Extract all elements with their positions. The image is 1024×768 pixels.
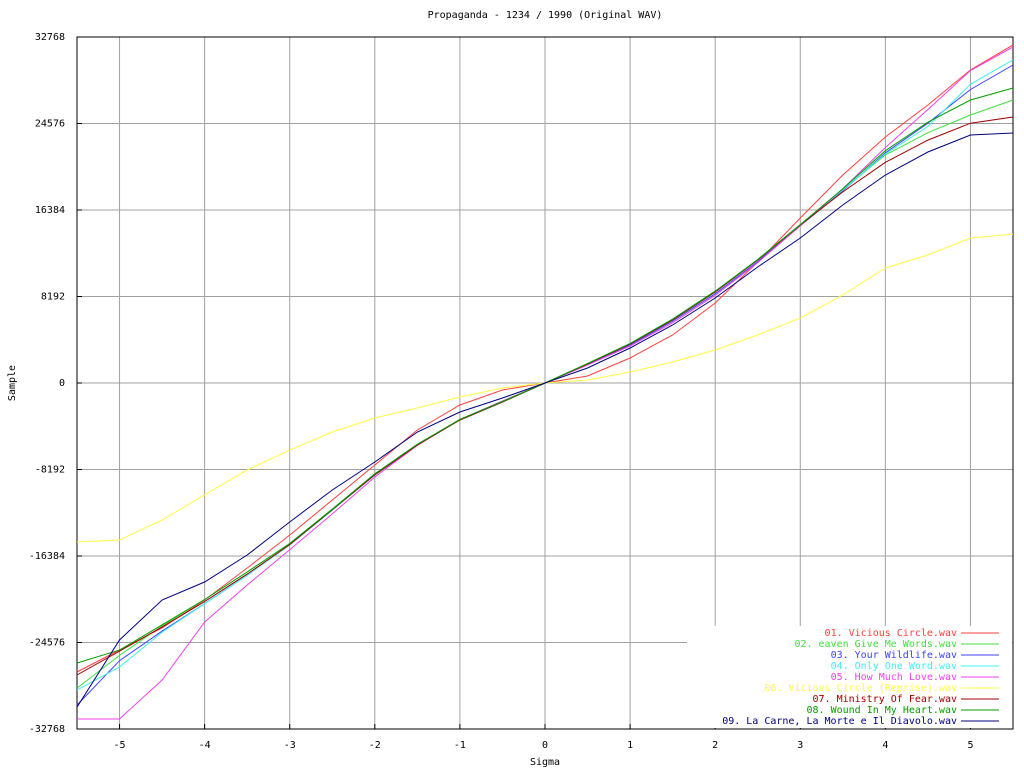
y-tick-label: -16384 <box>29 551 65 562</box>
legend-label: 06. Vicious Circle (Reprise).wav <box>764 683 957 694</box>
y-tick-label: 24576 <box>35 119 65 130</box>
y-tick-label: 0 <box>59 378 65 389</box>
x-tick-label: 4 <box>882 740 888 751</box>
y-axis-label: Sample <box>7 365 18 401</box>
chart-title: Propaganda - 1234 / 1990 (Original WAV) <box>428 10 663 21</box>
legend-background <box>687 626 1012 728</box>
x-tick-label: -4 <box>199 740 211 751</box>
plot-border <box>76 36 1014 730</box>
y-tick-label: 32768 <box>35 32 65 43</box>
legend-label: 01. Vicious Circle.wav <box>825 628 957 639</box>
x-tick-label: 2 <box>712 740 718 751</box>
x-tick-label: 3 <box>797 740 803 751</box>
y-tick-label: 16384 <box>35 205 65 216</box>
y-tick-label: 8192 <box>41 292 65 303</box>
x-tick-label: 1 <box>627 740 633 751</box>
legend-label: 02. eaven Give Me Words.wav <box>794 639 957 650</box>
x-tick-label: 5 <box>967 740 973 751</box>
x-tick-label: 0 <box>542 740 548 751</box>
legend-label: 09. La Carne, La Morte e Il Diavolo.wav <box>722 716 957 727</box>
legend-label: 04. Only One Word.wav <box>831 661 957 672</box>
x-tick-label: -1 <box>454 740 466 751</box>
x-axis-label: Sigma <box>530 757 560 768</box>
legend-label: 03. Your Wildlife.wav <box>831 650 957 661</box>
x-tick-label: -3 <box>284 740 296 751</box>
y-tick-label: -24576 <box>29 638 65 649</box>
legend-label: 07. Ministry Of Fear.wav <box>813 694 958 705</box>
y-tick-label: -32768 <box>29 724 65 735</box>
y-tick-label: -8192 <box>35 465 65 476</box>
series-line <box>76 132 1014 708</box>
legend-label: 05. How Much Love.wav <box>831 672 957 683</box>
x-tick-label: -2 <box>369 740 381 751</box>
x-tick-label: -5 <box>114 740 126 751</box>
legend-label: 08. Wound In My Heart.wav <box>806 705 957 716</box>
